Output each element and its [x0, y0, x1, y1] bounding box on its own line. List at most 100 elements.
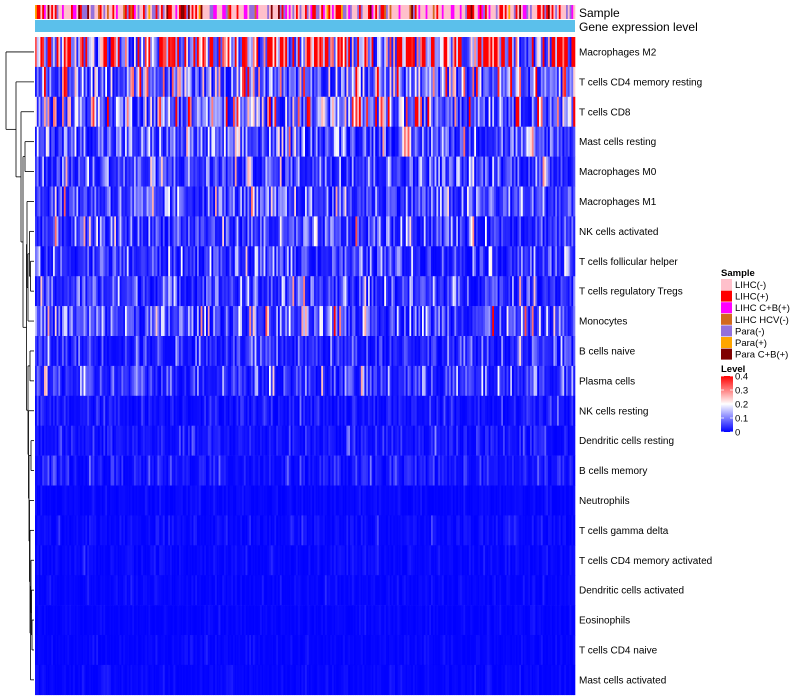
heatmap-cell [134, 395, 137, 426]
heatmap-cell [517, 216, 520, 247]
heatmap-cell [481, 276, 484, 307]
heatmap-cell [506, 276, 509, 307]
heatmap-cell [193, 186, 196, 217]
heatmap-cell [164, 216, 167, 247]
heatmap-cell [321, 455, 324, 486]
sample-annotation-cell [387, 5, 390, 19]
heatmap-cell [344, 126, 347, 157]
heatmap-cell [436, 306, 439, 337]
heatmap-cell [416, 306, 419, 337]
heatmap-cell [225, 306, 228, 337]
heatmap-cell [171, 96, 174, 127]
heatmap-cell [357, 156, 360, 187]
heatmap-cell [243, 37, 246, 68]
heatmap-cell [110, 246, 113, 277]
heatmap-cell [247, 96, 250, 127]
heatmap-cell [265, 365, 268, 397]
heatmap-cell [512, 395, 515, 426]
heatmap-cell [116, 276, 119, 307]
heatmap-cell [278, 306, 281, 337]
heatmap-cell [236, 66, 239, 98]
heatmap-cell [152, 186, 155, 217]
heatmap-cell [220, 485, 223, 516]
heatmap-cell [71, 306, 74, 337]
heatmap-cell [436, 37, 439, 68]
heatmap-cell [81, 425, 84, 456]
heatmap-cell [47, 425, 50, 456]
heatmap-cell [378, 126, 381, 157]
heatmap-cell [112, 395, 115, 426]
heatmap-cell [378, 156, 381, 187]
heatmap-cell [105, 365, 108, 397]
heatmap-cell [90, 336, 93, 367]
heatmap-cell [567, 425, 570, 456]
heatmap-cell [305, 126, 308, 157]
heatmap-cell [528, 156, 531, 187]
heatmap-cell [513, 37, 516, 68]
heatmap-cell [54, 66, 57, 98]
heatmap-cell [168, 126, 171, 157]
heatmap-cell [364, 455, 367, 486]
heatmap-cell [310, 246, 313, 277]
heatmap-cell [297, 276, 300, 307]
heatmap-cell [474, 425, 477, 456]
heatmap-cell [125, 336, 128, 367]
sample-annotation-cell [197, 5, 200, 19]
heatmap-cell [476, 395, 479, 426]
heatmap-cell [177, 365, 180, 397]
heatmap-cell [553, 276, 556, 307]
heatmap-cell [503, 336, 506, 367]
heatmap-cell [238, 96, 241, 127]
heatmap-cell [436, 455, 439, 486]
heatmap-cell [69, 425, 72, 456]
heatmap-cell [468, 336, 471, 367]
heatmap-cell [218, 216, 221, 247]
heatmap-cell [211, 395, 214, 426]
heatmap-cell [123, 37, 126, 68]
heatmap-cell [191, 365, 194, 397]
heatmap-cell [40, 306, 43, 337]
heatmap-cell [204, 156, 207, 187]
heatmap-cell [519, 186, 522, 217]
heatmap-cell [157, 365, 160, 397]
heatmap-cell [560, 37, 563, 68]
heatmap-cell [152, 485, 155, 516]
heatmap-cell [65, 246, 68, 277]
heatmap-cell [533, 246, 536, 277]
heatmap-cell [148, 455, 151, 486]
heatmap-cell [36, 336, 39, 367]
heatmap-cell [170, 246, 173, 277]
heatmap-cell [479, 425, 482, 456]
heatmap-cell [494, 336, 497, 367]
heatmap-cell [326, 37, 329, 68]
heatmap-cell [251, 425, 254, 456]
heatmap-cell [137, 246, 140, 277]
heatmap-cell [285, 186, 288, 217]
heatmap-cell [265, 455, 268, 486]
heatmap-cell [323, 66, 326, 98]
heatmap-cell [441, 246, 444, 277]
heatmap-cell [278, 96, 281, 127]
heatmap-cell [562, 365, 565, 397]
heatmap-cell [540, 365, 543, 397]
heatmap-cell [308, 395, 311, 426]
heatmap-cell [225, 276, 228, 307]
heatmap-cell [483, 395, 486, 426]
heatmap-cell [132, 306, 135, 337]
heatmap-cell [409, 365, 412, 397]
heatmap-cell [452, 216, 455, 247]
heatmap-cell [132, 485, 135, 516]
heatmap-cell [161, 186, 164, 217]
heatmap-cell [443, 306, 446, 337]
heatmap-cell [49, 37, 52, 68]
heatmap-cell [157, 336, 160, 367]
heatmap-cell [65, 455, 68, 486]
heatmap-cell [38, 485, 41, 516]
heatmap-cell [81, 96, 84, 127]
heatmap-cell [353, 126, 356, 157]
sample-annotation-cell [472, 5, 475, 19]
heatmap-cell [182, 66, 185, 98]
heatmap-cell [434, 156, 437, 187]
heatmap-cell [571, 246, 574, 277]
heatmap-cell [380, 336, 383, 367]
